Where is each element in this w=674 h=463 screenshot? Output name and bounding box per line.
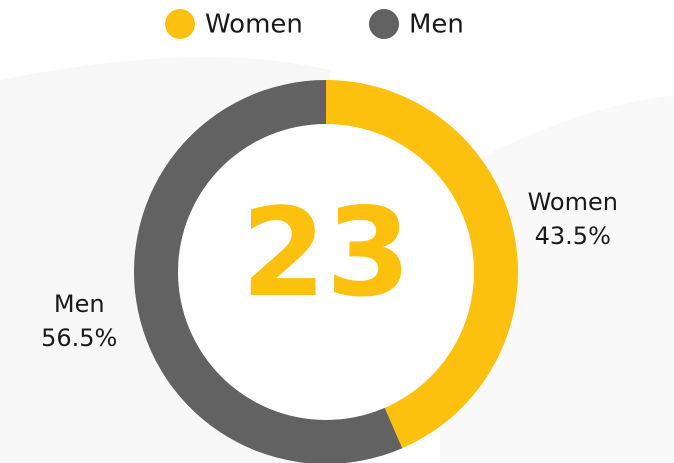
legend-swatch xyxy=(165,9,195,39)
data-label-value: 56.5% xyxy=(41,324,117,352)
donut-hole xyxy=(178,124,474,420)
legend-label: Men xyxy=(409,10,464,40)
legend-label: Women xyxy=(205,10,303,40)
legend-swatch xyxy=(369,9,399,39)
data-label-value: 43.5% xyxy=(535,222,611,250)
data-label-name: Women xyxy=(528,188,618,216)
center-number: 23 xyxy=(241,182,411,324)
data-label-name: Men xyxy=(54,290,105,318)
background-shape xyxy=(440,95,674,463)
